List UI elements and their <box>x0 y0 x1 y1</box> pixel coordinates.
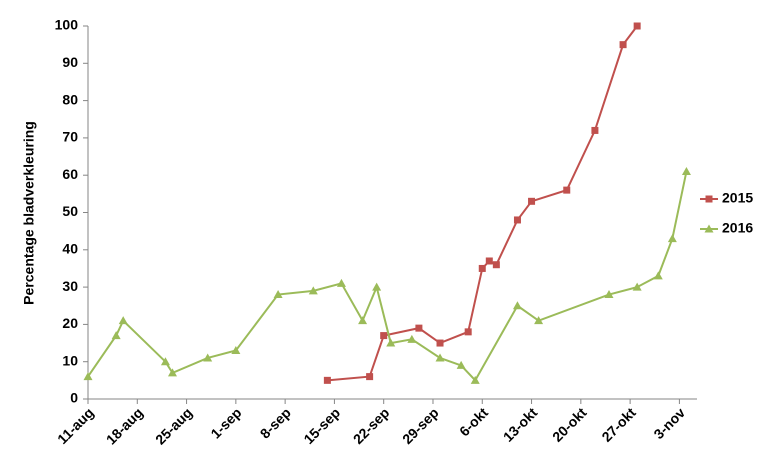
data-point <box>273 290 283 299</box>
y-tick-label: 100 <box>55 17 79 33</box>
data-point <box>111 331 121 340</box>
data-point <box>160 357 170 366</box>
data-point <box>435 353 445 362</box>
data-point <box>604 290 614 299</box>
y-tick-label: 20 <box>62 315 78 331</box>
data-point <box>167 368 177 377</box>
data-point <box>478 264 486 272</box>
data-point <box>231 346 241 355</box>
y-tick-label: 30 <box>62 278 78 294</box>
data-point <box>366 373 374 381</box>
x-tick-label: 3-nov <box>650 404 688 442</box>
data-point <box>667 234 677 243</box>
y-tick-label: 0 <box>70 390 78 406</box>
data-point <box>528 197 536 205</box>
y-tick-label: 10 <box>62 352 78 368</box>
data-point <box>118 316 128 325</box>
y-tick-label: 60 <box>62 166 78 182</box>
y-tick-label: 40 <box>62 241 78 257</box>
series-line <box>327 25 638 382</box>
data-point <box>203 353 213 362</box>
data-point <box>456 360 466 369</box>
y-tick-label: 90 <box>62 54 78 70</box>
data-point <box>681 166 691 175</box>
data-point <box>358 316 368 325</box>
y-axis-label: Percentage bladverkleuring <box>21 121 37 305</box>
x-tick-label: 27-okt <box>598 404 639 445</box>
x-tick-label: 29-sep <box>399 404 442 447</box>
data-point <box>407 334 417 343</box>
data-point <box>512 301 522 310</box>
data-point <box>492 261 500 269</box>
x-tick-label: 25-aug <box>152 404 195 447</box>
data-point <box>323 376 331 384</box>
series-line <box>87 171 688 383</box>
y-tick-label: 80 <box>62 91 78 107</box>
x-tick-label: 8-sep <box>257 404 294 441</box>
data-point <box>633 22 641 30</box>
legend-label: 2015 <box>722 190 753 206</box>
data-point <box>619 41 627 49</box>
data-point <box>563 186 571 194</box>
data-point <box>436 339 444 347</box>
x-tick-label: 11-aug <box>54 404 97 447</box>
data-point <box>485 257 493 265</box>
data-point <box>308 286 318 295</box>
data-point <box>386 338 396 347</box>
legend-label: 2016 <box>722 220 753 236</box>
data-point <box>380 332 388 340</box>
data-point <box>372 282 382 291</box>
legend-marker <box>704 224 714 233</box>
data-point <box>534 316 544 325</box>
data-point <box>632 282 642 291</box>
data-point <box>83 372 93 381</box>
data-point <box>464 328 472 336</box>
x-tick-label: 18-aug <box>103 404 146 447</box>
data-point <box>336 278 346 287</box>
legend-marker <box>705 195 713 203</box>
data-point <box>513 216 521 224</box>
data-point <box>653 271 663 280</box>
x-tick-label: 6-okt <box>456 404 491 439</box>
x-tick-label: 20-okt <box>549 404 590 445</box>
data-point <box>470 375 480 384</box>
x-tick-label: 15-sep <box>300 404 343 447</box>
x-tick-label: 1-sep <box>207 404 244 441</box>
x-tick-label: 22-sep <box>350 404 393 447</box>
y-tick-label: 50 <box>62 203 78 219</box>
data-point <box>415 324 423 332</box>
data-point <box>591 126 599 134</box>
x-tick-label: 13-okt <box>500 404 541 445</box>
y-tick-label: 70 <box>62 129 78 145</box>
